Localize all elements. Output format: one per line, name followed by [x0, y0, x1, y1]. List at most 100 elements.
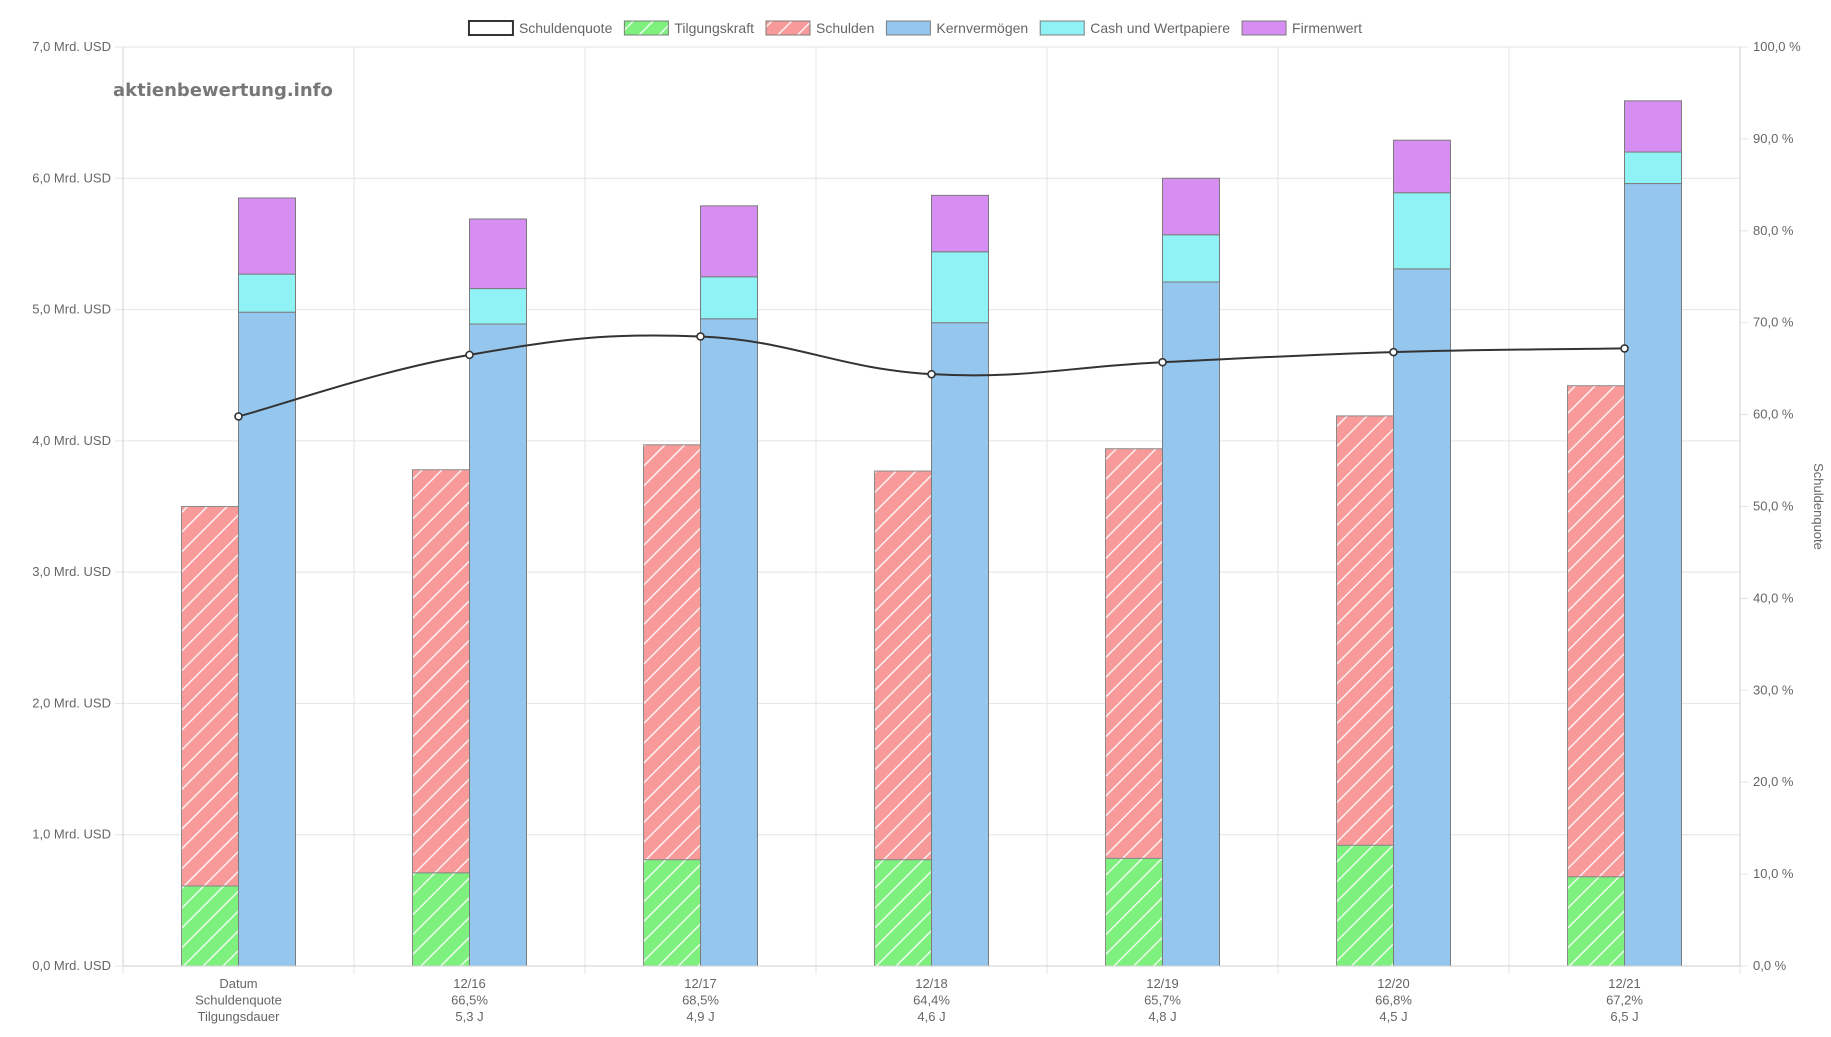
y-right-tick-label: 90,0 %	[1753, 131, 1794, 146]
bar-kernvermoegen	[238, 311, 296, 967]
y-right-tick-label: 80,0 %	[1753, 223, 1794, 238]
bar-kernvermoegen	[469, 323, 527, 967]
y-left-tick-label: 0,0 Mrd. USD	[32, 958, 111, 973]
bar-kernvermoegen	[1624, 183, 1682, 967]
bar-firmenwert	[469, 218, 527, 290]
y-right-axis-title: Schuldenquote	[1811, 463, 1826, 550]
x-tick-label: Schuldenquote	[195, 993, 282, 1008]
schuldenquote-point	[1620, 344, 1629, 353]
bar-cash-und-wertpapiere	[469, 288, 527, 325]
bar-cash-und-wertpapiere	[238, 273, 296, 313]
bar-schulden	[1567, 385, 1625, 878]
bar-tilgungskraft	[1567, 876, 1625, 967]
legend-label-firmenwert: Firmenwert	[1292, 20, 1362, 36]
x-tick-label: 4,5 J	[1379, 1009, 1407, 1024]
schuldenquote-point	[1158, 357, 1167, 367]
y-right-tick-label: 20,0 %	[1753, 774, 1794, 789]
y-right-tick-label: 70,0 %	[1753, 315, 1794, 330]
x-tick-label: 12/17	[684, 976, 717, 991]
x-tick-label: 6,5 J	[1610, 1009, 1638, 1024]
x-tick-label: 66,5%	[451, 993, 488, 1008]
x-tick-label: 12/16	[453, 976, 486, 991]
bar-kernvermoegen	[1393, 268, 1451, 967]
bar-schulden	[874, 470, 932, 861]
legend-item-kern: Kernvermögen	[885, 20, 1028, 36]
y-left-tick-label: 3,0 Mrd. USD	[32, 564, 111, 579]
y-right-tick-label: 100,0 %	[1753, 39, 1801, 54]
y-right-tick-label: 10,0 %	[1753, 866, 1794, 881]
bars	[181, 100, 1682, 967]
legend-label-line: Schuldenquote	[519, 20, 613, 36]
bar-firmenwert	[1393, 139, 1451, 194]
bar-tilgungskraft	[412, 872, 470, 967]
bar-tilgungskraft	[1336, 844, 1394, 967]
legend-item-firmenwert: Firmenwert	[1241, 20, 1362, 36]
legend-item-tilgung: Tilgungskraft	[623, 20, 754, 36]
bar-firmenwert	[931, 194, 989, 253]
legend-label-schulden: Schulden	[816, 20, 874, 36]
legend-swatch-tilgung	[623, 20, 669, 36]
legend-swatch-firmenwert	[1241, 20, 1287, 36]
legend-item-line: Schuldenquote	[467, 20, 613, 36]
bar-kernvermoegen	[931, 322, 989, 967]
y-right-tick-label: 50,0 %	[1753, 499, 1794, 514]
bar-tilgungskraft	[874, 859, 932, 967]
legend-swatch-kern	[885, 20, 931, 36]
x-tick-label: 12/18	[915, 976, 948, 991]
x-tick-label: 4,9 J	[686, 1009, 714, 1024]
bar-schulden	[1105, 448, 1163, 859]
bar-firmenwert	[700, 205, 758, 278]
schuldenquote-line	[234, 332, 1629, 421]
bar-cash-und-wertpapiere	[931, 251, 989, 324]
x-tick-label: 4,6 J	[917, 1009, 945, 1024]
bar-tilgungskraft	[181, 885, 239, 967]
x-tick-label: 65,7%	[1144, 993, 1181, 1008]
x-tick-label: 67,2%	[1606, 993, 1643, 1008]
x-tick-label: 4,8 J	[1148, 1009, 1176, 1024]
legend-swatch-schulden	[765, 20, 811, 36]
bar-schulden	[412, 469, 470, 874]
legend-swatch-line	[467, 20, 514, 36]
y-right-tick-label: 0,0 %	[1753, 958, 1787, 973]
legend-label-tilgung: Tilgungskraft	[674, 20, 754, 36]
x-tick-label: 12/20	[1377, 976, 1410, 991]
bar-tilgungskraft	[1105, 857, 1163, 967]
x-tick-label: 5,3 J	[455, 1009, 483, 1024]
bar-kernvermoegen	[700, 318, 758, 967]
legend-label-kern: Kernvermögen	[936, 20, 1028, 36]
bar-tilgungskraft	[643, 859, 701, 967]
x-tick-label: 12/21	[1608, 976, 1641, 991]
y-left-tick-label: 2,0 Mrd. USD	[32, 695, 111, 710]
bar-schulden	[181, 506, 239, 887]
x-tick-label: 64,4%	[913, 993, 950, 1008]
bar-cash-und-wertpapiere	[1624, 151, 1682, 185]
schuldenquote-point	[465, 350, 474, 360]
y-left-tick-label: 4,0 Mrd. USD	[32, 433, 111, 448]
bar-firmenwert	[1162, 177, 1220, 236]
y-right-tick-label: 30,0 %	[1753, 682, 1794, 697]
schuldenquote-point	[234, 412, 243, 421]
x-tick-label: Tilgungsdauer	[198, 1009, 281, 1024]
legend: Schuldenquote Tilgungskraft Schulden Kernve…	[467, 20, 1362, 36]
x-tick-label: 68,5%	[682, 993, 719, 1008]
watermark-text: aktienbewertung.info	[113, 80, 333, 101]
y-left-tick-label: 6,0 Mrd. USD	[32, 170, 111, 185]
schuldenquote-point	[696, 332, 705, 341]
bar-schulden	[643, 444, 701, 861]
bar-cash-und-wertpapiere	[700, 276, 758, 320]
axes: 0,0 Mrd. USD 1,0 Mrd. USD 2,0 Mrd. USD 3,0 …	[32, 39, 1826, 1024]
y-right-tick-label: 40,0 %	[1753, 590, 1794, 605]
schuldenquote-point	[1389, 347, 1398, 357]
bar-cash-und-wertpapiere	[1393, 192, 1451, 270]
x-tick-label: 66,8%	[1375, 993, 1412, 1008]
y-right-tick-label: 60,0 %	[1753, 407, 1794, 422]
legend-label-cash: Cash und Wertpapiere	[1090, 20, 1230, 36]
x-tick-label: 12/19	[1146, 976, 1179, 991]
y-left-tick-label: 1,0 Mrd. USD	[32, 827, 111, 842]
x-tick-label: Datum	[219, 976, 257, 991]
bar-firmenwert	[238, 197, 296, 275]
legend-item-schulden: Schulden	[765, 20, 874, 36]
schuldenquote-point	[927, 369, 936, 379]
